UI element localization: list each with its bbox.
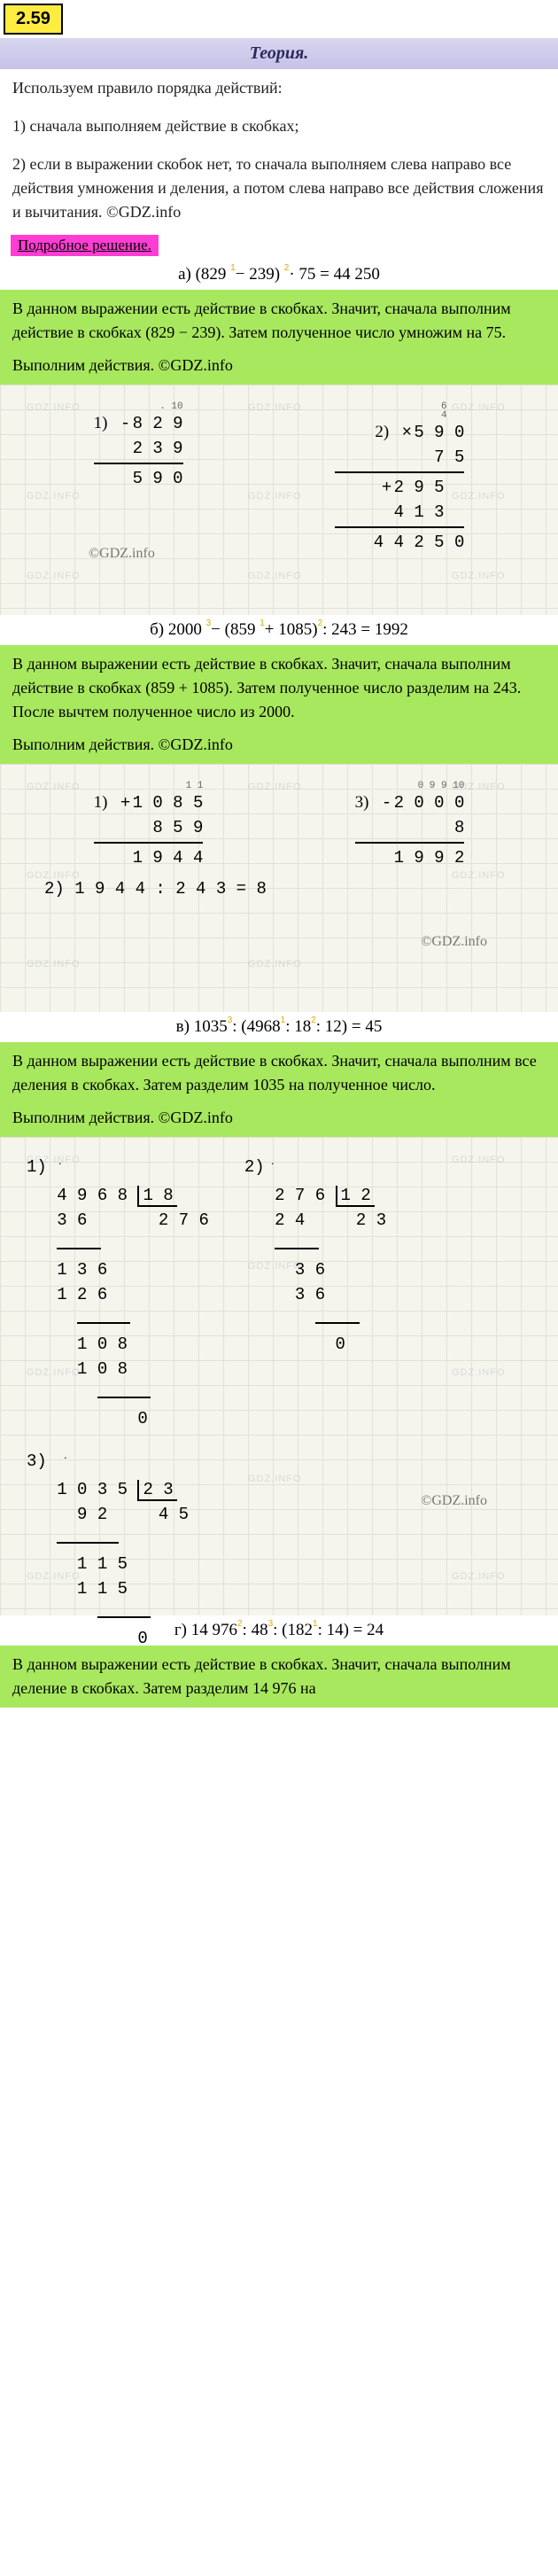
div-step: 1 0 8 bbox=[77, 1359, 128, 1379]
step-marker: 2 bbox=[284, 263, 290, 273]
calc-label: 3) bbox=[355, 790, 380, 815]
div-step: 1 1 5 bbox=[77, 1554, 128, 1574]
step-marker: 2 bbox=[318, 619, 323, 628]
formula-a-end: · 75 = 44 250 bbox=[289, 265, 380, 284]
theory-intro: Используем правило порядка действий: bbox=[0, 69, 558, 107]
step-marker: 1 bbox=[281, 1016, 286, 1025]
step-marker: 1 bbox=[260, 619, 265, 628]
perform-c: Выполним действия. ©GDZ.info bbox=[12, 1106, 546, 1130]
calc-label: 1) bbox=[94, 411, 119, 436]
div-step: 1 0 8 bbox=[77, 1335, 128, 1354]
dividend: 4 9 6 8 bbox=[57, 1186, 128, 1205]
calc-b1: 1 1 1)+1 0 8 5 8 5 9 1 9 4 4 bbox=[94, 782, 204, 870]
step-marker: 3 bbox=[206, 619, 212, 628]
calc-line: 2 0 0 0 bbox=[394, 793, 465, 813]
explain-a-text: В данном выражении есть действие в скобк… bbox=[12, 297, 546, 345]
theory-rule-1: 1) сначала выполняем действие в скобках; bbox=[0, 107, 558, 145]
dividend: 1 0 3 5 bbox=[57, 1480, 128, 1499]
calc-result: 1 9 9 2 bbox=[394, 848, 465, 868]
calc-line: 8 2 9 bbox=[133, 414, 183, 433]
theory-title: Теория. bbox=[0, 38, 558, 69]
calc-area-a: GDZ.INFO GDZ.INFO GDZ.INFO GDZ.INFO GDZ.… bbox=[0, 385, 558, 615]
calc-a2: 6 4 2)×5 9 0 7 5 +2 9 5 4 1 3 4 4 2 5 0 bbox=[335, 402, 465, 555]
theory-rule-2: 2) если в выражении скобок нет, то снача… bbox=[0, 145, 558, 231]
calc-line: 8 bbox=[394, 818, 465, 837]
quotient: 2 7 6 bbox=[148, 1210, 209, 1230]
div-step: 0 bbox=[137, 1409, 147, 1428]
div-step: 0 bbox=[336, 1335, 345, 1354]
formula-b: б) 2000 3− (859 1+ 1085)2: 243 = 1992 bbox=[0, 615, 558, 645]
calc-line: 1 0 8 5 bbox=[133, 793, 204, 813]
dividend: 2 7 6 bbox=[275, 1186, 325, 1205]
div-step: 3 6 bbox=[295, 1260, 325, 1280]
calc-label: 1) bbox=[27, 1157, 47, 1177]
solution-label: Подробное решение. bbox=[11, 235, 159, 256]
formula-a: а) (829 1− 239) 2· 75 = 44 250 bbox=[0, 260, 558, 290]
carry-row: . 10 bbox=[94, 402, 183, 411]
carry-row: 1 1 bbox=[94, 782, 204, 790]
explain-c-text: В данном выражении есть действие в скобк… bbox=[12, 1049, 546, 1097]
div-step: 1 2 6 bbox=[57, 1285, 107, 1304]
explain-a: В данном выражении есть действие в скобк… bbox=[0, 290, 558, 385]
div-step: 3 6 bbox=[57, 1210, 87, 1230]
div-step: 1 1 5 bbox=[77, 1579, 128, 1599]
calc-b3: 0 9 9 10 3)-2 0 0 0 8 1 9 9 2 bbox=[355, 782, 465, 870]
calc-area-c: GDZ.INFO GDZ.INFO GDZ.INFO GDZ.INFO GDZ.… bbox=[0, 1137, 558, 1615]
explain-c: В данном выражении есть действие в скобк… bbox=[0, 1042, 558, 1137]
divisor: 2 3 bbox=[137, 1480, 176, 1501]
div-step: 3 6 bbox=[295, 1285, 325, 1304]
calc-result: 1 9 4 4 bbox=[133, 848, 204, 868]
calc-label: 1) bbox=[94, 790, 119, 815]
calc-line: 8 5 9 bbox=[133, 818, 204, 837]
watermark-text: ©GDZ.info bbox=[421, 934, 487, 950]
watermark-text: ©GDZ.info bbox=[89, 546, 155, 562]
div-step: 9 2 bbox=[77, 1505, 107, 1524]
longdiv-c3: 3) . 1 0 3 5 2 3 9 2 4 5 1 1 5 1 1 5 0 bbox=[27, 1449, 531, 1651]
div-step: 2 4 bbox=[275, 1210, 305, 1230]
explain-b: В данном выражении есть действие в скобк… bbox=[0, 645, 558, 764]
calc-result: 5 9 0 bbox=[133, 469, 183, 488]
calc-label: 3) bbox=[27, 1451, 47, 1471]
calc-b2: 2) 1 9 4 4 : 2 4 3 = 8 bbox=[0, 879, 558, 899]
div-step: 1 3 6 bbox=[57, 1260, 107, 1280]
explain-d-text: В данном выражении есть действие в скобк… bbox=[12, 1653, 546, 1700]
formula-a-pre: а) (829 bbox=[178, 265, 230, 284]
perform-b: Выполним действия. ©GDZ.info bbox=[12, 733, 546, 757]
divisor: 1 8 bbox=[137, 1186, 176, 1207]
step-marker: 2 bbox=[311, 1016, 316, 1025]
perform-a: Выполним действия. ©GDZ.info bbox=[12, 354, 546, 377]
quotient: 4 5 bbox=[148, 1505, 189, 1524]
calc-label: 2) bbox=[375, 420, 399, 445]
step-marker: 1 bbox=[230, 263, 236, 273]
calc-line: 2 3 9 bbox=[133, 439, 183, 458]
formula-c: в) 10353: (49681: 182: 12) = 45 bbox=[0, 1012, 558, 1042]
carry-row: 0 9 9 10 bbox=[355, 782, 465, 790]
explain-b-text: В данном выражении есть действие в скобк… bbox=[12, 652, 546, 724]
longdiv-c2: 2) . 2 7 6 1 2 2 4 2 3 3 6 3 6 0 bbox=[244, 1155, 386, 1431]
calc-result: 4 4 2 5 0 bbox=[374, 533, 465, 552]
calc-label: 2) bbox=[244, 1157, 265, 1177]
longdiv-c1: 1) . 4 9 6 8 1 8 3 6 2 7 6 1 3 6 1 2 6 1… bbox=[27, 1155, 209, 1431]
calc-line: 7 5 bbox=[414, 447, 464, 467]
div-step: 0 bbox=[137, 1629, 147, 1648]
carry-row: 6 4 bbox=[335, 402, 465, 420]
calc-line: 4 1 3 bbox=[394, 502, 465, 522]
calc-area-b: GDZ.INFO GDZ.INFO GDZ.INFO GDZ.INFO GDZ.… bbox=[0, 764, 558, 1012]
watermark-text: ©GDZ.info bbox=[421, 1493, 487, 1509]
calc-line: 2 9 5 bbox=[394, 478, 445, 497]
step-marker: 3 bbox=[228, 1016, 233, 1025]
divisor: 1 2 bbox=[336, 1186, 375, 1207]
formula-a-mid: − 239) bbox=[236, 265, 284, 284]
quotient: 2 3 bbox=[345, 1210, 386, 1230]
problem-number-badge: 2.59 bbox=[4, 4, 63, 35]
calc-a1: . 10 1)-8 2 9 2 3 9 5 9 0 bbox=[94, 402, 183, 555]
calc-line: 5 9 0 bbox=[414, 423, 464, 442]
